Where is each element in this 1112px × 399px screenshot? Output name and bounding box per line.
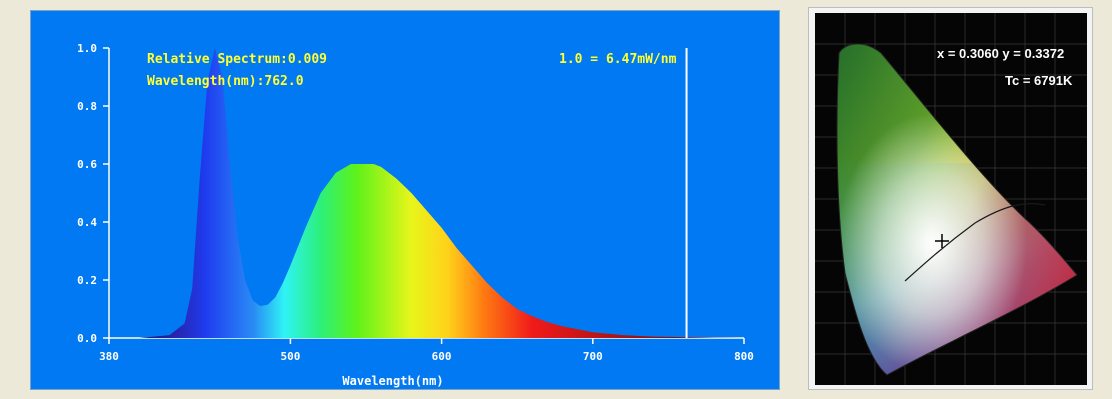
x-tick-label: 500 [280, 350, 300, 363]
x-tick-label: 600 [432, 350, 452, 363]
tick-layer: 0.0 0.2 0.4 0.6 0.8 1.0 380 500 600 700 800 [77, 42, 754, 363]
x-tick-label: 700 [583, 350, 603, 363]
y-tick-label: 0.8 [77, 100, 97, 113]
y-tick-label: 1.0 [77, 42, 97, 55]
spectral-locus [836, 43, 1078, 376]
scale-label: 1.0 = 6.47mW/nm [559, 52, 677, 67]
cie-diagram-panel: x = 0.3060 y = 0.3372 Tc = 6791K [808, 7, 1093, 390]
chromaticity-coordinates: x = 0.3060 y = 0.3372 [937, 46, 1064, 61]
y-tick-label: 0.2 [77, 274, 97, 287]
x-tick-label: 380 [99, 350, 119, 363]
y-tick-label: 0.6 [77, 158, 97, 171]
spectrum-chart-panel: 0.0 0.2 0.4 0.6 0.8 1.0 380 500 600 700 800 Relati… [30, 10, 780, 390]
y-tick-label: 0.4 [77, 216, 97, 229]
x-axis-title: Wavelength(nm) [342, 374, 443, 388]
cie-chart: x = 0.3060 y = 0.3372 Tc = 6791K [815, 13, 1087, 385]
planckian-locus [904, 202, 1046, 282]
spectrum-chart: 0.0 0.2 0.4 0.6 0.8 1.0 380 500 600 700 800 Relati… [77, 42, 754, 388]
y-tick-label: 0.0 [77, 332, 97, 345]
x-tick-label: 800 [734, 350, 754, 363]
relative-spectrum-label: Relative Spectrum:0.009 [147, 52, 327, 67]
wavelength-readout: Wavelength(nm):762.0 [147, 74, 304, 89]
color-temperature: Tc = 6791K [1005, 73, 1073, 88]
chromaticity-point-marker [935, 234, 949, 248]
spectrum-area [139, 48, 744, 338]
